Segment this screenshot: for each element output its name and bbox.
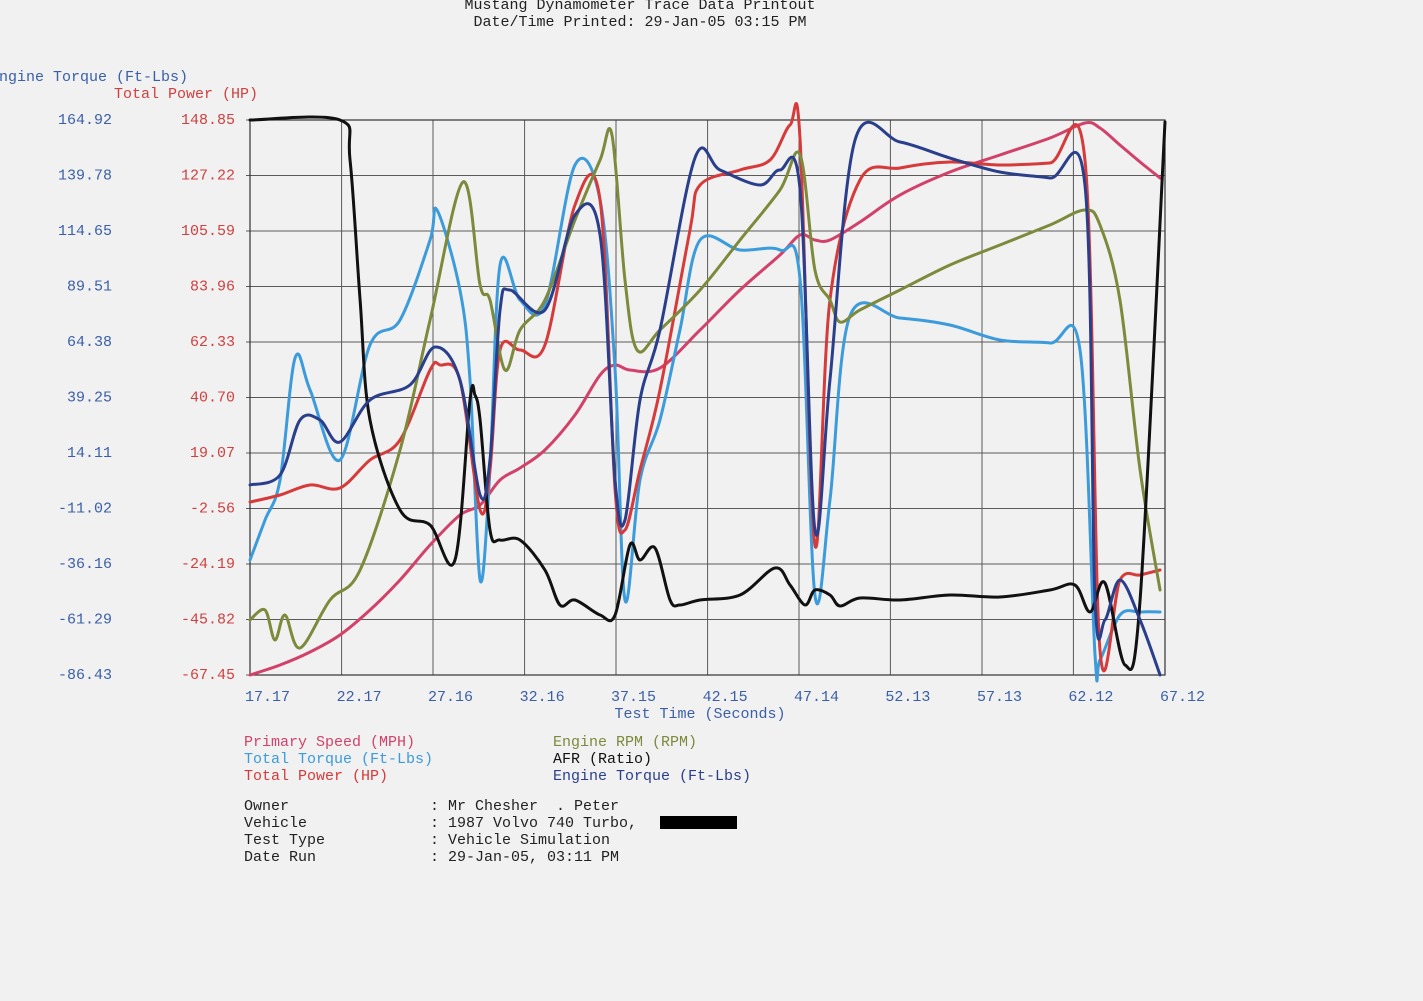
y2-tick-label: -2.56 — [190, 500, 235, 517]
x-tick-label: 42.15 — [703, 689, 748, 706]
redaction — [660, 816, 737, 829]
y-tick-label: -86.43 — [58, 667, 112, 684]
info-label: Owner — [244, 798, 289, 815]
series-line — [248, 102, 1162, 673]
y2-tick-label: 148.85 — [181, 112, 235, 129]
info-value: : Mr Chesher . Peter — [430, 798, 619, 815]
x-tick-label: 17.17 — [245, 689, 290, 706]
legend-entry: Engine Torque (Ft-Lbs) — [553, 768, 751, 785]
y-tick-label: -61.29 — [58, 611, 112, 628]
y2-tick-label: -45.82 — [181, 611, 235, 628]
x-tick-label: 52.13 — [885, 689, 930, 706]
legend-entry: Engine RPM (RPM) — [553, 734, 697, 751]
y2-axis-title: Total Power (HP) — [114, 86, 258, 103]
x-axis-title: Test Time (Seconds) — [614, 706, 785, 723]
y2-tick-label: 83.96 — [190, 278, 235, 295]
legend-entry: Total Power (HP) — [244, 768, 388, 785]
y2-tick-label: 40.70 — [190, 389, 235, 406]
series-line — [248, 156, 1162, 683]
plot-frame — [249, 119, 1166, 676]
info-value: : 29-Jan-05, 03:11 PM — [430, 849, 619, 866]
series-line — [248, 126, 1162, 650]
legend-entry: Primary Speed (MPH) — [244, 734, 415, 751]
y-tick-label: 139.78 — [58, 167, 112, 184]
x-tick-label: 32.16 — [520, 689, 565, 706]
info-value: : Vehicle Simulation — [430, 832, 610, 849]
y2-tick-label: 105.59 — [181, 223, 235, 240]
info-label: Vehicle — [244, 815, 307, 832]
y-tick-label: 114.65 — [58, 223, 112, 240]
x-tick-label: 22.17 — [337, 689, 382, 706]
y2-tick-label: 19.07 — [190, 445, 235, 462]
chart-title: Mustang Dynamometer Trace Data Printout — [464, 0, 815, 14]
y2-tick-label: -67.45 — [181, 667, 235, 684]
y-tick-label: 164.92 — [58, 112, 112, 129]
legend-entry: Total Torque (Ft-Lbs) — [244, 751, 433, 768]
x-tick-label: 27.16 — [428, 689, 473, 706]
y-tick-label: 64.38 — [67, 334, 112, 351]
info-value: : 1987 Volvo 740 Turbo, — [430, 815, 637, 832]
y-tick-label: 14.11 — [67, 445, 112, 462]
x-tick-label: 67.12 — [1160, 689, 1205, 706]
x-tick-label: 37.15 — [611, 689, 656, 706]
x-tick-label: 47.14 — [794, 689, 839, 706]
y-tick-label: -36.16 — [58, 556, 112, 573]
y-tick-label: 89.51 — [67, 278, 112, 295]
x-tick-label: 57.13 — [977, 689, 1022, 706]
y2-tick-label: 62.33 — [190, 334, 235, 351]
y2-tick-label: -24.19 — [181, 556, 235, 573]
info-label: Date Run — [244, 849, 316, 866]
y-axis-title: Engine Torque (Ft-Lbs) — [0, 69, 188, 86]
x-tick-label: 62.12 — [1068, 689, 1113, 706]
series-line — [248, 115, 1167, 672]
y-tick-label: 39.25 — [67, 389, 112, 406]
y-tick-label: -11.02 — [58, 500, 112, 517]
legend-entry: AFR (Ratio) — [553, 751, 652, 768]
series-line — [248, 121, 1162, 677]
chart-subtitle: Date/Time Printed: 29-Jan-05 03:15 PM — [473, 14, 806, 31]
y2-tick-label: 127.22 — [181, 167, 235, 184]
info-label: Test Type — [244, 832, 325, 849]
series-line — [248, 120, 1162, 677]
